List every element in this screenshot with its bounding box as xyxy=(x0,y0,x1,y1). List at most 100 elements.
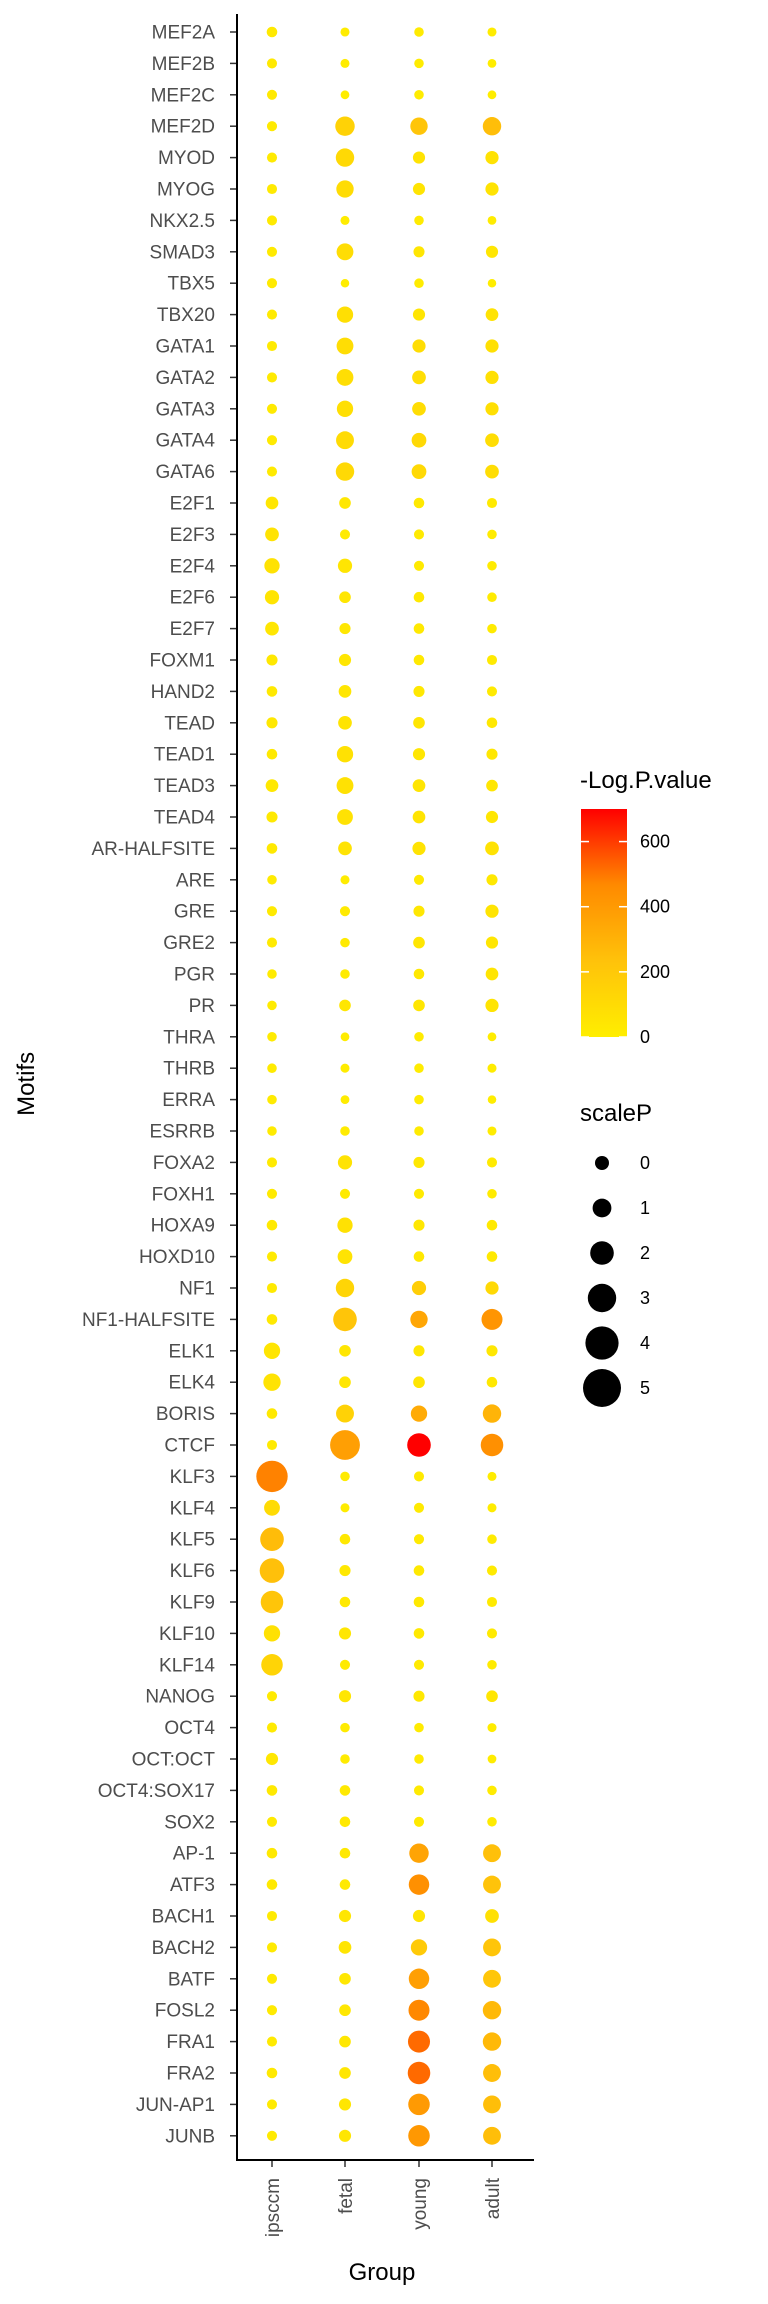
data-point xyxy=(487,1032,497,1042)
data-point xyxy=(266,717,278,729)
size-legend-dot xyxy=(585,1326,619,1360)
data-point xyxy=(485,1281,499,1295)
y-tick-label: GRE xyxy=(174,902,215,923)
y-tick-label: AR-HALFSITE xyxy=(91,839,215,860)
data-point xyxy=(259,1558,285,1583)
data-point xyxy=(336,368,354,386)
data-point xyxy=(487,278,497,288)
y-tick-label: GATA4 xyxy=(156,431,216,452)
data-point xyxy=(266,26,278,38)
data-point xyxy=(266,215,278,226)
data-point xyxy=(263,1373,281,1391)
y-tick-label: FRA2 xyxy=(166,2064,215,2085)
data-point xyxy=(266,246,278,257)
y-tick-label: BACH2 xyxy=(152,1938,215,1959)
data-point xyxy=(414,1094,424,1105)
color-legend-title: -Log.P.value xyxy=(580,767,712,794)
color-legend-label: 600 xyxy=(640,832,670,852)
data-point xyxy=(338,1941,352,1954)
color-legend-bar xyxy=(581,809,627,1037)
y-tick-label: THRA xyxy=(163,1027,215,1048)
data-point xyxy=(485,1909,499,1923)
data-point xyxy=(266,372,278,383)
data-point xyxy=(336,243,354,261)
y-tick-label: KLF4 xyxy=(170,1498,216,1519)
data-point xyxy=(486,779,498,792)
data-point xyxy=(486,1596,498,1608)
data-point xyxy=(413,999,425,1012)
data-point xyxy=(339,529,351,540)
data-point xyxy=(487,27,497,37)
y-tick-label: CTCF xyxy=(164,1436,215,1457)
y-tick-label: E2F1 xyxy=(170,494,215,515)
y-tick-label: ELK1 xyxy=(169,1341,215,1362)
data-point xyxy=(263,1342,281,1359)
data-point xyxy=(336,777,354,795)
data-point xyxy=(266,2099,278,2110)
data-point xyxy=(266,1157,278,1168)
data-point xyxy=(487,1534,497,1544)
data-point xyxy=(339,1344,351,1357)
y-tick-label: KLF3 xyxy=(170,1467,215,1488)
data-point xyxy=(414,1032,424,1042)
plot-points xyxy=(256,26,504,2147)
data-point xyxy=(485,402,499,416)
data-point xyxy=(340,27,350,37)
data-point xyxy=(413,591,425,603)
data-point xyxy=(412,151,426,164)
data-point xyxy=(407,1433,431,1457)
data-point xyxy=(482,2032,502,2051)
y-tick-label: E2F3 xyxy=(170,525,215,546)
data-point xyxy=(337,558,353,573)
data-point xyxy=(487,623,497,634)
data-point xyxy=(338,685,352,698)
data-point xyxy=(487,216,497,225)
y-tick-label: BACH1 xyxy=(152,1907,215,1928)
data-point xyxy=(413,1188,425,1199)
y-tick-label: KLF10 xyxy=(159,1624,215,1645)
y-tick-label: GATA6 xyxy=(156,462,215,483)
data-point xyxy=(265,779,279,792)
y-tick-label: OCT4 xyxy=(164,1718,215,1739)
data-point xyxy=(486,1219,498,1231)
data-point xyxy=(339,1816,351,1828)
data-point xyxy=(412,308,426,321)
data-point xyxy=(336,746,354,763)
size-legend-dot xyxy=(595,1156,609,1170)
data-point xyxy=(410,1310,428,1329)
y-tick-label: E2F4 xyxy=(170,556,216,577)
data-point xyxy=(486,686,498,697)
y-tick-label: FOXA2 xyxy=(153,1153,215,1174)
data-point xyxy=(487,1063,497,1073)
data-point xyxy=(414,27,424,37)
data-point xyxy=(487,592,497,602)
y-tick-label: PR xyxy=(189,996,215,1017)
data-point xyxy=(266,121,278,132)
data-point xyxy=(411,432,427,448)
data-point xyxy=(337,1217,353,1233)
color-legend-label: 200 xyxy=(640,962,670,982)
data-point xyxy=(485,370,499,384)
data-point xyxy=(485,339,499,353)
y-tick-label: HOXA9 xyxy=(151,1216,215,1237)
data-point xyxy=(486,497,498,509)
size-legend-label: 3 xyxy=(640,1288,650,1308)
data-point xyxy=(338,841,352,856)
data-point xyxy=(413,1659,425,1670)
data-point xyxy=(266,654,278,666)
data-point xyxy=(412,182,426,196)
data-point xyxy=(485,936,499,949)
data-point xyxy=(266,686,278,697)
x-tick-label: ipsccm xyxy=(263,2178,284,2237)
data-point xyxy=(413,1376,425,1389)
y-tick-label: ELK4 xyxy=(169,1373,216,1394)
data-point xyxy=(266,1188,278,1199)
data-point xyxy=(487,1817,497,1827)
data-point xyxy=(412,339,426,353)
y-tick-label: KLF9 xyxy=(170,1593,215,1614)
data-point xyxy=(264,590,280,605)
data-point xyxy=(256,1460,288,1493)
data-point xyxy=(338,715,352,730)
data-point xyxy=(266,1816,278,1827)
data-point xyxy=(414,1126,424,1136)
